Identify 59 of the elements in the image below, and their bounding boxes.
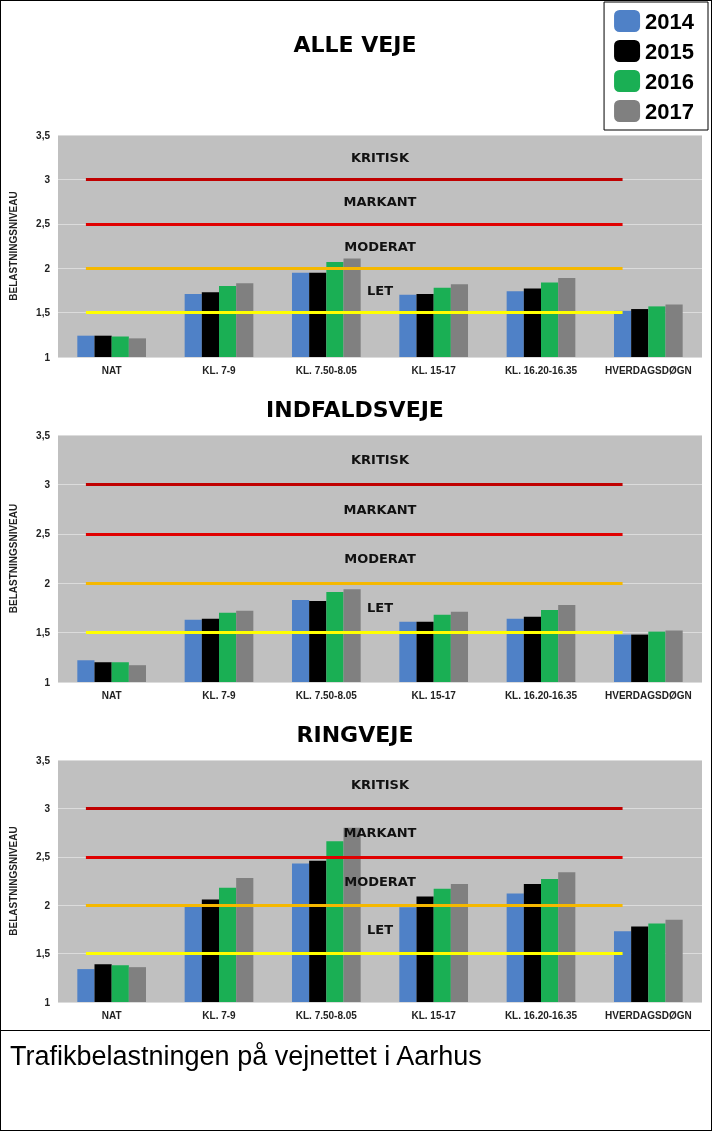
- x-tick-label: HVERDAGSDØGN: [604, 689, 692, 701]
- x-tick-label: KL. 15-17: [411, 364, 457, 376]
- y-axis-title: BELASTNINGSNIVEAU: [7, 503, 19, 614]
- x-tick-label: KL. 7.50-8.05: [295, 1009, 358, 1021]
- y-tick-label: 3: [44, 173, 51, 185]
- x-tick-label: KL. 7.50-8.05: [295, 364, 358, 376]
- y-tick-label: 2: [44, 899, 51, 911]
- y-tick-label: 1,5: [36, 627, 51, 639]
- x-tick-label: KL. 15-17: [411, 1009, 457, 1021]
- y-tick-label: 3,5: [36, 754, 51, 766]
- x-tick-label: NAT: [101, 364, 122, 376]
- annotation: MODERAT: [344, 238, 416, 254]
- chart-title: RINGVEJE: [296, 721, 414, 747]
- y-tick-label: 1: [44, 996, 51, 1008]
- x-tick-label: HVERDAGSDØGN: [604, 1009, 692, 1021]
- y-axis-title: BELASTNINGSNIVEAU: [7, 191, 19, 301]
- annotation: LET: [366, 600, 394, 616]
- annotation: MARKANT: [343, 194, 417, 210]
- x-tick-label: KL. 16.20-16.35: [504, 364, 578, 376]
- y-tick-label: 1: [44, 676, 51, 688]
- annotation: LET: [366, 921, 394, 937]
- annotation: MODERAT: [344, 873, 416, 889]
- legend-label: 2017: [645, 98, 695, 124]
- y-tick-label: 1,5: [36, 307, 51, 319]
- y-tick-label: 2,5: [36, 528, 51, 540]
- x-tick-label: NAT: [101, 689, 122, 701]
- x-tick-label: KL. 16.20-16.35: [504, 689, 578, 701]
- text: Trafikbelastningen på vejnettet i Aarhus: [10, 1041, 483, 1072]
- x-tick-label: KL. 7.50-8.05: [295, 689, 358, 701]
- x-tick-label: KL. 7-9: [202, 1009, 237, 1021]
- y-axis-title: BELASTNINGSNIVEAU: [7, 826, 19, 936]
- x-tick-label: KL. 16.20-16.35: [504, 1009, 578, 1021]
- y-tick-label: 2,5: [36, 218, 51, 230]
- y-tick-label: 3: [44, 802, 51, 814]
- y-tick-label: 1,5: [36, 948, 51, 960]
- x-tick-label: HVERDAGSDØGN: [604, 364, 692, 376]
- y-tick-label: 3,5: [36, 129, 51, 141]
- annotation: KRITISK: [350, 149, 410, 165]
- y-tick-label: 1: [44, 351, 51, 363]
- annotation: MARKANT: [343, 501, 417, 517]
- y-tick-label: 2: [44, 262, 51, 274]
- x-tick-label: KL. 7-9: [202, 689, 237, 701]
- y-tick-label: 3,5: [36, 429, 51, 441]
- annotation: MARKANT: [343, 825, 417, 841]
- legend-label: 2015: [645, 38, 695, 64]
- x-tick-label: NAT: [101, 1009, 122, 1021]
- chart-title: ALLE VEJE: [293, 31, 417, 57]
- annotation: MODERAT: [344, 551, 416, 566]
- chart-title: INDFALDSVEJE: [266, 396, 444, 422]
- y-tick-label: 2: [44, 577, 51, 589]
- annotation: KRITISK: [350, 452, 410, 468]
- y-tick-label: 2,5: [36, 851, 51, 863]
- x-tick-label: KL. 7-9: [202, 364, 237, 376]
- y-tick-label: 3: [44, 478, 51, 490]
- annotation: KRITISK: [350, 776, 410, 792]
- x-tick-label: KL. 15-17: [411, 689, 457, 701]
- annotation: LET: [366, 282, 394, 298]
- legend-label: 2014: [645, 8, 695, 34]
- legend-label: 2016: [645, 68, 695, 94]
